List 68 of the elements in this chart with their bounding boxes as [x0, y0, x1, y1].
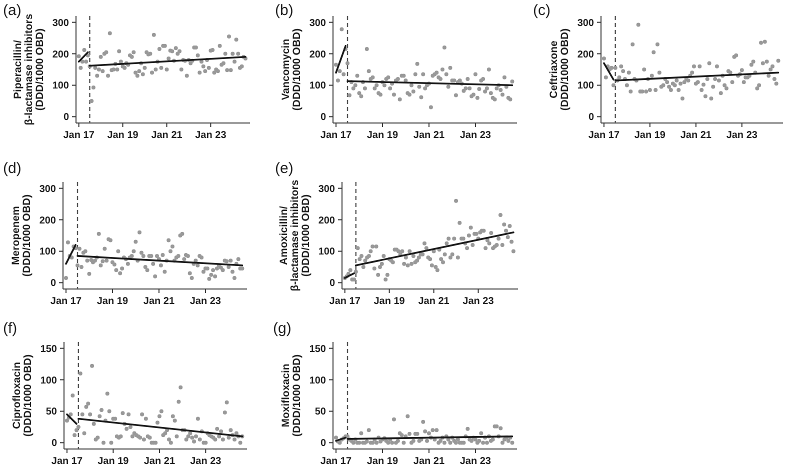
x-tick-label: Jan 21	[144, 456, 176, 467]
x-tick-label: Jan 17	[51, 456, 83, 467]
x-tick-label: Jan 19	[96, 296, 128, 307]
y-tick-label: 300	[52, 18, 70, 29]
y-tick-label: 50	[46, 406, 58, 418]
x-tick-label: Jan 17	[320, 130, 352, 141]
y-tick-label: 100	[39, 246, 56, 258]
y-tick-label: 0	[320, 112, 326, 124]
y-tick-label: 150	[40, 344, 58, 355]
y-axis-title: Vancomycin (DDD/1000 OBD)	[280, 28, 303, 111]
chart-title: (f)	[3, 320, 18, 337]
y-tick-label: 0	[63, 112, 70, 124]
x-tick-label: Jan 17	[588, 130, 620, 141]
chart-title: (e)	[275, 160, 294, 177]
chart-title: (b)	[275, 2, 294, 19]
y-tick-label: 100	[309, 375, 326, 386]
chart-title: (c)	[533, 2, 550, 19]
x-tick-label: Jan 21	[680, 130, 712, 141]
y-tick-label: 0	[329, 278, 336, 290]
x-tick-label: Jan 23	[726, 130, 758, 141]
y-tick-label: 200	[318, 215, 336, 226]
y-tick-label: 300	[318, 184, 336, 195]
y-tick-label: 200	[52, 49, 70, 60]
y-tick-label: 100	[52, 80, 70, 92]
x-tick-label: Jan 19	[98, 456, 130, 467]
y-tick-label: 100	[40, 375, 58, 386]
x-tick-label: Jan 17	[63, 130, 95, 141]
x-tick-label: Jan 23	[462, 296, 494, 307]
y-tick-label: 100	[577, 80, 594, 92]
x-tick-label: Jan 23	[190, 296, 222, 307]
y-tick-label: 0	[50, 278, 56, 290]
x-tick-label: Jan 19	[107, 130, 139, 141]
y-tick-label: 0	[588, 112, 594, 124]
x-tick-label: Jan 23	[190, 456, 222, 467]
x-tick-label: Jan 17	[320, 456, 352, 467]
x-tick-label: Jan 23	[195, 130, 227, 141]
y-tick-label: 100	[309, 80, 326, 92]
y-tick-label: 200	[309, 49, 326, 60]
y-axis-title: Moxifloxacin (DDD/1000 OBD)	[280, 354, 303, 437]
chart-title: (g)	[273, 320, 292, 337]
y-axis-title: Amoxicillin/ β-lactamase inhibitors (DDD/1000 OBD)	[278, 180, 312, 292]
y-tick-label: 150	[309, 344, 326, 355]
x-tick-label: Jan 17	[50, 296, 82, 307]
x-tick-label: Jan 19	[634, 130, 666, 141]
x-tick-label: Jan 21	[143, 296, 175, 307]
y-tick-label: 100	[318, 246, 336, 258]
x-tick-label: Jan 19	[374, 296, 406, 307]
y-tick-label: 300	[39, 184, 56, 195]
y-tick-label: 200	[577, 49, 594, 60]
x-tick-label: Jan 23	[460, 456, 492, 467]
y-tick-label: 300	[309, 18, 326, 29]
x-tick-label: Jan 21	[151, 130, 183, 141]
x-tick-label: Jan 21	[418, 296, 450, 307]
y-tick-label: 200	[39, 215, 56, 226]
x-tick-label: Jan 21	[413, 130, 445, 141]
x-tick-label: Jan 21	[413, 456, 445, 467]
x-tick-label: Jan 19	[366, 130, 398, 141]
y-tick-label: 50	[314, 406, 326, 418]
y-tick-label: 300	[577, 18, 594, 29]
chart-title: (d)	[3, 160, 22, 177]
x-tick-label: Jan 17	[329, 296, 361, 307]
y-axis-title: Meropenem (DDD/1000 OBD)	[10, 194, 33, 277]
x-tick-label: Jan 23	[460, 130, 492, 141]
x-tick-label: Jan 19	[366, 456, 398, 467]
y-axis-title: Ceftriaxone (DDD/1000 OBD)	[548, 28, 571, 111]
y-axis-title: Ciprofloxacin (DDD/1000 OBD)	[11, 354, 34, 437]
y-tick-label: 0	[51, 438, 58, 450]
y-tick-label: 0	[320, 438, 326, 450]
